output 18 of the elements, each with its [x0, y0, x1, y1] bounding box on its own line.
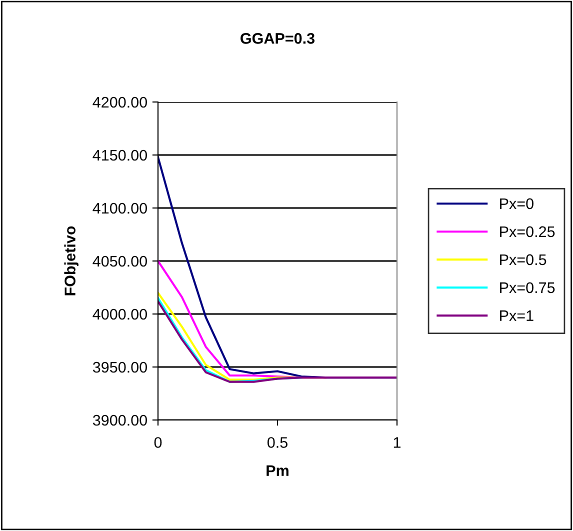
y-axis-title: FObjetivo [64, 226, 78, 296]
chart-title: GGAP=0.3 [240, 33, 315, 44]
legend-label: Px=0 [500, 198, 534, 210]
y-tick-label: 4050.00 [92, 256, 147, 267]
x-tick-label: 0.5 [267, 437, 288, 448]
legend-label: Px=1 [500, 310, 534, 321]
legend-label: Px=0.25 [500, 226, 555, 238]
y-tick-label: 4200.00 [92, 96, 147, 108]
y-tick-label: 4150.00 [92, 150, 147, 161]
legend-label: Px=0.5 [500, 254, 546, 266]
y-tick-label: 3950.00 [92, 362, 147, 373]
x-tick-label: 0 [154, 437, 162, 448]
legend-label: Px=0.75 [500, 282, 555, 294]
y-tick-label: 4100.00 [92, 202, 147, 214]
x-axis-title: Pm [266, 465, 288, 476]
x-tick-label: 1 [394, 437, 401, 448]
y-tick-label: 4000.00 [92, 308, 147, 320]
y-tick-label: 3900.00 [92, 414, 147, 426]
